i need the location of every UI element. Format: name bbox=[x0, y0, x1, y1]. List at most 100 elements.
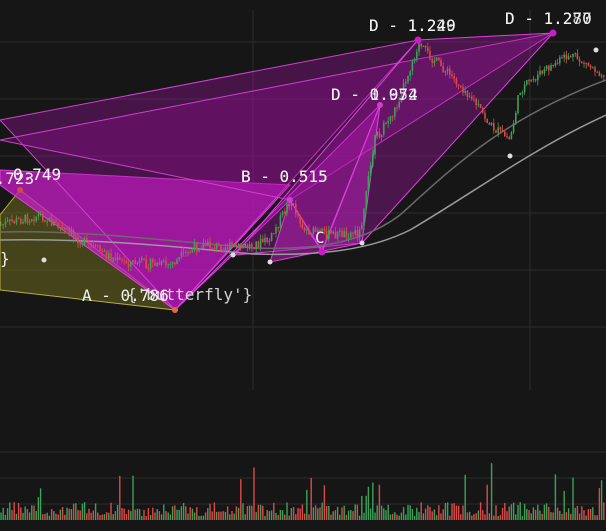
label-d-top-right: D - 1.270 bbox=[505, 9, 592, 28]
volume-bar bbox=[112, 514, 114, 520]
pattern-magenta-large-2 bbox=[0, 32, 554, 201]
volume-bar bbox=[268, 511, 271, 520]
volume-bar bbox=[565, 512, 568, 520]
candle-body bbox=[110, 253, 112, 261]
candle-body bbox=[66, 228, 68, 230]
candle-body bbox=[301, 223, 304, 228]
volume-bar bbox=[160, 514, 163, 520]
candle-body bbox=[376, 131, 378, 136]
candle-body bbox=[427, 47, 429, 51]
volume-bar bbox=[581, 506, 583, 520]
candle-body bbox=[180, 252, 183, 258]
candle-body bbox=[444, 71, 447, 73]
label-c: C bbox=[315, 228, 325, 247]
candle-body bbox=[284, 211, 286, 214]
volume-bar bbox=[493, 515, 495, 520]
candle-body bbox=[158, 262, 161, 265]
volume-bar bbox=[222, 511, 224, 520]
volume-bar bbox=[55, 513, 57, 520]
candle-body bbox=[314, 227, 317, 232]
candle-body bbox=[6, 220, 9, 222]
candle-body bbox=[477, 104, 480, 106]
candle-body bbox=[468, 96, 471, 98]
volume-bar bbox=[114, 511, 117, 520]
candle-body bbox=[504, 131, 506, 137]
candle-body bbox=[396, 107, 398, 109]
volume-bar bbox=[510, 504, 513, 520]
volume-bar bbox=[449, 515, 451, 520]
candle-body bbox=[119, 257, 121, 260]
volume-bar bbox=[92, 510, 95, 520]
volume-bar bbox=[246, 506, 249, 520]
volume-bar bbox=[240, 479, 242, 520]
candle-body bbox=[211, 247, 213, 249]
candle-body bbox=[182, 251, 185, 253]
candle-body bbox=[156, 262, 158, 266]
volume-bar bbox=[288, 515, 290, 520]
candle-body bbox=[523, 84, 526, 93]
candle-body bbox=[264, 237, 266, 243]
volume-bar bbox=[365, 495, 367, 520]
candle-body bbox=[37, 214, 40, 217]
candle-body bbox=[462, 87, 464, 93]
candle-body bbox=[189, 252, 191, 254]
candle-body bbox=[537, 74, 539, 81]
volume-bar bbox=[187, 513, 189, 520]
volume-bar bbox=[400, 512, 403, 520]
volume-bar bbox=[209, 503, 211, 520]
candle-body bbox=[541, 70, 543, 74]
volume-bar bbox=[145, 515, 147, 520]
candle-body bbox=[350, 232, 352, 238]
volume-bar bbox=[116, 504, 119, 520]
volume-bar bbox=[306, 489, 308, 520]
volume-bar bbox=[75, 503, 77, 520]
volume-bar bbox=[466, 512, 469, 520]
candle-body bbox=[277, 227, 279, 229]
candle-body bbox=[385, 123, 387, 125]
candle-body bbox=[460, 85, 462, 88]
volume-bar bbox=[20, 507, 22, 520]
candle-body bbox=[35, 216, 37, 222]
candle-body bbox=[405, 82, 407, 84]
price-candles bbox=[0, 42, 605, 273]
volume-bar bbox=[83, 502, 86, 520]
volume-bar bbox=[310, 478, 312, 520]
candle-body bbox=[352, 232, 354, 234]
volume-bar bbox=[46, 512, 48, 520]
candle-body bbox=[312, 227, 315, 235]
candle-body bbox=[213, 247, 216, 249]
candle-body bbox=[387, 121, 389, 124]
volume-bar bbox=[559, 510, 561, 520]
volume-bar bbox=[211, 511, 213, 520]
volume-bar bbox=[594, 515, 596, 520]
volume-bar bbox=[369, 508, 372, 520]
volume-bar bbox=[530, 513, 532, 520]
candle-body bbox=[99, 245, 101, 252]
candle-body bbox=[299, 216, 301, 224]
volume-bar bbox=[200, 515, 202, 520]
pivot-c bbox=[318, 248, 326, 256]
volume-bar bbox=[354, 504, 356, 520]
candle-body bbox=[361, 225, 363, 230]
candle-body bbox=[521, 92, 524, 94]
candle-body bbox=[209, 241, 211, 248]
candle-body bbox=[449, 68, 451, 75]
volume-bar bbox=[237, 507, 240, 520]
volume-bar bbox=[226, 506, 229, 520]
candle-body bbox=[154, 262, 156, 266]
candle-body bbox=[526, 80, 528, 85]
candle-body bbox=[222, 251, 224, 253]
volume-bar bbox=[453, 503, 455, 520]
volume-bar bbox=[121, 508, 123, 520]
volume-bar bbox=[497, 515, 499, 520]
candle-body bbox=[9, 219, 11, 221]
candle-body bbox=[506, 136, 508, 138]
candle-body bbox=[97, 245, 99, 247]
candle-body bbox=[31, 219, 33, 221]
volume-bar bbox=[552, 512, 554, 520]
candle-body bbox=[306, 229, 308, 231]
volume-bar bbox=[420, 502, 422, 520]
volume-bar bbox=[380, 505, 383, 520]
volume-bar bbox=[253, 467, 255, 520]
